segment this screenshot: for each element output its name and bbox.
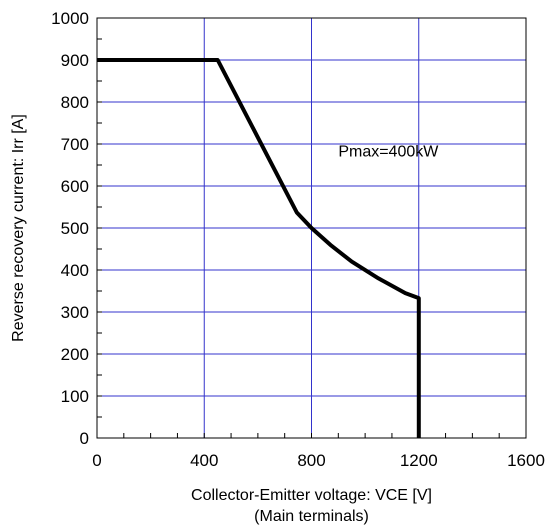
y-axis-label: Reverse recovery current: Irr [A] xyxy=(10,114,27,342)
y-tick-label: 800 xyxy=(61,93,89,112)
y-tick-label: 500 xyxy=(61,219,89,238)
x-axis-label: Collector-Emitter voltage: VCE [V] xyxy=(191,487,432,504)
y-tick-label: 700 xyxy=(61,135,89,154)
y-tick-label: 900 xyxy=(61,51,89,70)
series-line xyxy=(97,58,421,438)
y-tick-label: 0 xyxy=(80,429,89,448)
x-tick-labels: 0 400 800 1200 1600 xyxy=(92,451,545,470)
x-axis-label-sub: (Main terminals) xyxy=(254,508,369,525)
y-tick-label: 1000 xyxy=(51,9,89,28)
y-tick-labels: 0 100 200 300 400 500 600 700 800 900 1000 xyxy=(51,9,89,448)
x-tick-label: 1600 xyxy=(507,451,545,470)
x-tick-label: 400 xyxy=(190,451,218,470)
y-tick-label: 300 xyxy=(61,303,89,322)
x-tick-label: 1200 xyxy=(400,451,438,470)
x-tick-label: 800 xyxy=(297,451,325,470)
x-tick-label: 0 xyxy=(92,451,101,470)
y-tick-label: 100 xyxy=(61,387,89,406)
annotation-pmax: Pmax=400kW xyxy=(338,144,439,161)
y-tick-label: 400 xyxy=(61,261,89,280)
y-tick-label: 200 xyxy=(61,345,89,364)
y-tick-label: 600 xyxy=(61,177,89,196)
plot-frame xyxy=(96,17,527,439)
